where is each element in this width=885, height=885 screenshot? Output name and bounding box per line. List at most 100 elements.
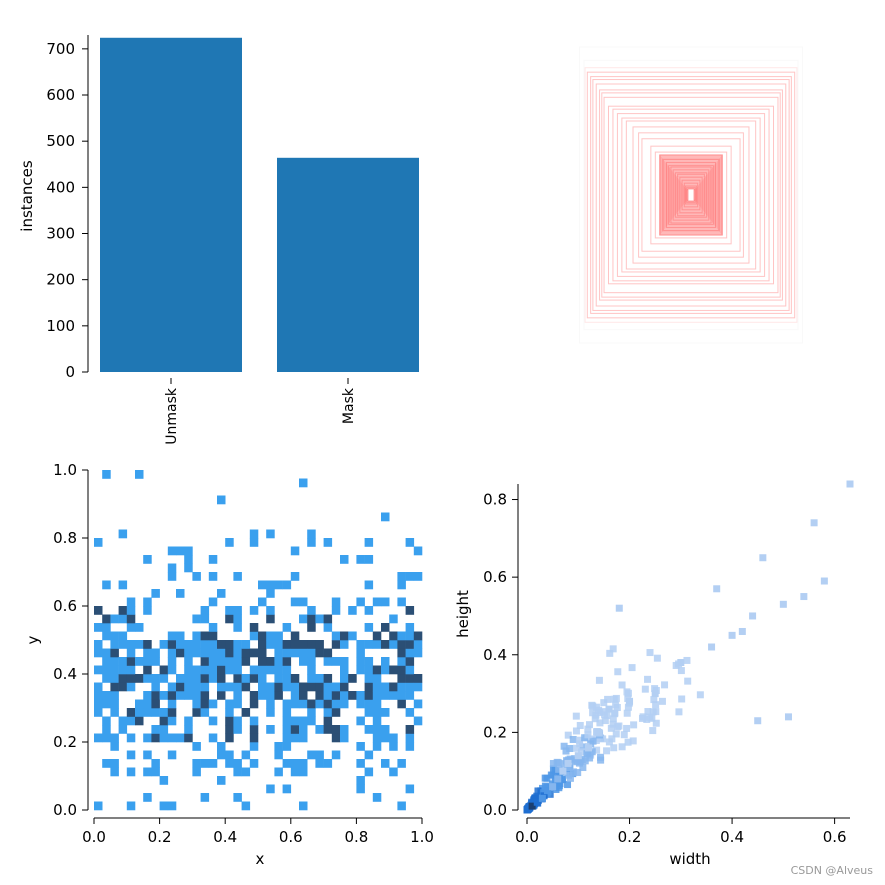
bar-chart-bars [100, 37, 419, 372]
hist-cell [599, 735, 607, 743]
hist-cell [331, 631, 341, 641]
hist-cell [356, 648, 365, 658]
xy-hist-x-ticks: 0.0 0.2 0.4 0.6 0.8 1.0 [82, 818, 434, 846]
hist-cell [249, 631, 259, 641]
hist-cell [307, 614, 316, 624]
hist-cell [405, 631, 415, 641]
hist-cell [290, 631, 300, 641]
hist-cell [307, 682, 316, 692]
hist-cell [249, 742, 259, 751]
bounding-box [670, 166, 712, 224]
bounding-box [590, 76, 792, 314]
hist-cell [208, 648, 218, 658]
bar-chart-y-tick-label: 600 [46, 86, 75, 104]
bounding-box [684, 186, 698, 204]
wh-hist-x-tick-label: 0.4 [720, 828, 744, 846]
hist-cell [299, 597, 308, 607]
hist-cell [208, 674, 218, 683]
hist-cell [241, 674, 251, 683]
bounding-box [672, 169, 710, 221]
hist-cell [611, 710, 619, 718]
hist-cell [607, 724, 615, 732]
hist-cell [307, 750, 316, 760]
hist-cell [151, 682, 160, 692]
bounding-box [674, 174, 708, 216]
hist-cell [290, 640, 300, 649]
hist-cell [595, 676, 603, 684]
hist-cell [159, 716, 169, 726]
bounding-box [681, 183, 701, 207]
hist-cell [340, 733, 349, 743]
hist-cell [225, 640, 234, 649]
hist-cell [356, 691, 365, 700]
bounding-box [674, 172, 708, 218]
hist-cell [94, 623, 103, 632]
xy-hist-x-tick-label: 0.2 [148, 828, 172, 846]
hist-cell [110, 648, 119, 658]
hist-cell [340, 555, 349, 564]
hist-cell [282, 580, 292, 590]
hist-cell [159, 801, 169, 811]
hist-cell [728, 631, 736, 639]
hist-cell [266, 708, 275, 717]
hist-cell [110, 640, 119, 649]
hist-cell [413, 674, 423, 683]
hist-cell [266, 699, 275, 709]
hist-cell [233, 691, 242, 700]
hist-cell [615, 604, 623, 612]
hist-cell [613, 704, 621, 712]
hist-cell [290, 597, 300, 607]
hist-cell [331, 682, 341, 692]
hist-cell [266, 665, 275, 675]
hist-cell [233, 623, 242, 632]
hist-cell [167, 563, 177, 573]
hist-cell [126, 657, 136, 666]
hist-cell [151, 725, 160, 734]
xy-hist-y-tick-label: 0.0 [53, 801, 77, 819]
hist-cell [538, 794, 546, 802]
hist-cell [110, 631, 119, 641]
hist-cell [126, 682, 136, 692]
hist-cell [649, 708, 657, 716]
hist-cell [738, 627, 746, 635]
hist-cell [754, 717, 762, 725]
bounding-box [666, 163, 716, 227]
hist-cell [315, 674, 324, 683]
hist-cell [118, 674, 128, 683]
xy-hist-cells [94, 470, 423, 811]
hist-cell [151, 699, 160, 709]
hist-cell [299, 614, 308, 624]
hist-cell [249, 606, 259, 615]
hist-cell [413, 699, 423, 709]
hist-cell [233, 614, 242, 624]
hist-cell [595, 728, 603, 736]
hist-cell [110, 682, 119, 692]
hist-cell [364, 580, 374, 590]
hist-cell [151, 657, 160, 666]
hist-cell [217, 640, 226, 649]
hist-cell [299, 759, 308, 768]
hist-cell [364, 555, 374, 564]
hist-cell [241, 640, 251, 649]
hist-cell [372, 665, 382, 675]
hist-cell [126, 733, 136, 743]
hist-cell [200, 657, 210, 666]
bounding-box [664, 160, 718, 230]
hist-cell [94, 733, 103, 743]
hist-cell [159, 725, 169, 734]
hist-cell [110, 699, 119, 709]
hist-cell [684, 677, 692, 685]
hist-cell [126, 708, 136, 717]
hist-cell [650, 696, 658, 704]
hist-cell [405, 725, 415, 734]
bounding-box [625, 120, 757, 270]
hist-cell [184, 563, 193, 573]
bounding-box [679, 176, 703, 214]
hist-cell [677, 667, 685, 675]
bar-chart-y-tick-label: 400 [46, 178, 75, 196]
bounding-box [677, 173, 705, 217]
hist-cell [126, 674, 136, 683]
hist-cell [749, 612, 757, 620]
hist-cell [290, 699, 300, 709]
hist-cell [578, 756, 586, 764]
